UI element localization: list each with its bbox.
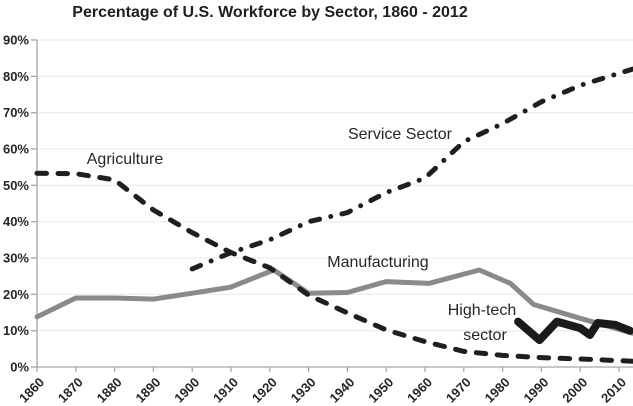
agriculture-line [34, 170, 633, 364]
agriculture-label: Agriculture [87, 151, 164, 168]
manufacturing-label: Manufacturing [327, 254, 428, 271]
y-tick-label: 40% [3, 214, 29, 229]
x-tick-label: 1920 [249, 375, 280, 406]
high-tech-sector-line [514, 317, 633, 345]
y-tick-label: 90% [3, 33, 29, 48]
x-tick-label: 1960 [404, 375, 435, 406]
y-tick-label: 30% [3, 251, 29, 266]
y-tick-label: 80% [3, 69, 29, 84]
x-tick-label: 1970 [443, 375, 474, 406]
x-tick-label: 1910 [210, 375, 241, 406]
x-tick-label: 1900 [171, 375, 202, 406]
manufacturing-line [34, 267, 633, 336]
y-tick-label: 10% [3, 323, 29, 338]
x-tick-label: 1980 [482, 375, 513, 406]
high-tech-label-line1: High-tech [448, 302, 516, 319]
x-tick-label: 1940 [326, 375, 357, 406]
y-tick-label: 70% [3, 105, 29, 120]
service-sector-line [189, 66, 633, 272]
x-tick-label: 1890 [132, 375, 163, 406]
x-tick-label: 1860 [16, 375, 47, 406]
x-tick-label: 2010 [598, 375, 629, 406]
y-tick-label: 60% [3, 142, 29, 157]
x-tick-label: 1950 [365, 375, 396, 406]
y-tick-label: 0% [10, 360, 29, 375]
x-tick-label: 1930 [288, 375, 319, 406]
high-tech-label-line2: sector [463, 327, 507, 344]
x-tick-label: 1990 [520, 375, 551, 406]
service-sector-label: Service Sector [348, 126, 453, 143]
y-tick-label: 50% [3, 178, 29, 193]
y-tick-label: 20% [3, 287, 29, 302]
x-tick-label: 1880 [94, 375, 125, 406]
x-tick-label: 2000 [559, 375, 590, 406]
chart-title: Percentage of U.S. Workforce by Sector, … [72, 4, 468, 21]
x-tick-label: 1870 [55, 375, 86, 406]
